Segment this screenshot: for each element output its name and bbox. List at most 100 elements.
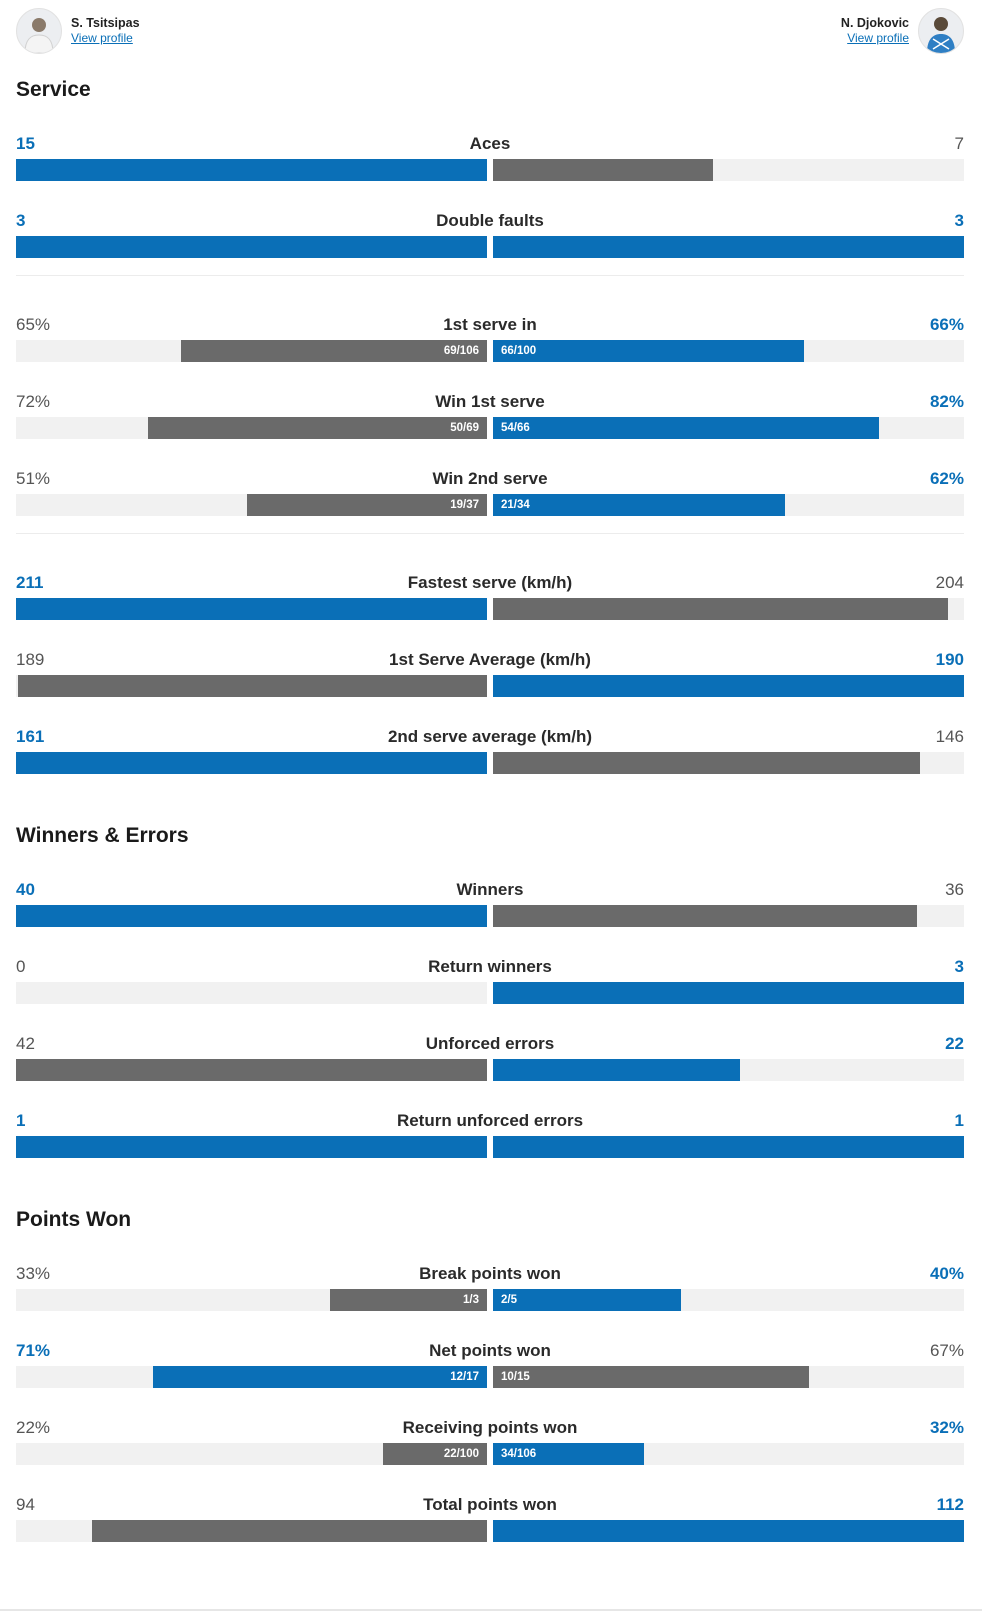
stat-left-ratio: 69/106 (443, 345, 479, 357)
stat-right-value: 40% (929, 1264, 964, 1283)
stat-bar-right-track (493, 675, 964, 697)
stat-bar-right-track (493, 159, 964, 181)
stat-label: 1st serve in (443, 315, 537, 334)
stat-bar-right-fill (493, 494, 785, 516)
stat-left-value: 94 (16, 1495, 35, 1514)
player-left-name: S. Tsitsipas (71, 16, 140, 30)
stat-right-value: 146 (935, 727, 964, 746)
stat-right-value: 7 (954, 134, 964, 153)
stat-bar-right-fill (493, 340, 804, 362)
stat-bar-left-track (16, 752, 487, 774)
player-silhouette-icon (24, 18, 54, 53)
player-left-profile-link[interactable]: View profile (71, 31, 133, 45)
stat-left-value: 22% (16, 1418, 51, 1437)
stat-left-ratio: 22/100 (443, 1448, 479, 1460)
player-left-avatar (16, 8, 62, 54)
stat-row: 42 Unforced errors 22 (16, 1033, 964, 1089)
stat-bar-left-fill (16, 752, 487, 774)
stat-bar-left-track (16, 159, 487, 181)
stat-bar-right-track: 10/15 (493, 1366, 964, 1388)
player-right-profile-link[interactable]: View profile (847, 31, 909, 45)
stat-bar-right-fill (493, 417, 879, 439)
stat-row: 22% Receiving points won 32% 22/100 34/106 (16, 1417, 964, 1473)
stat-row: 211 Fastest serve (km/h) 204 (16, 572, 964, 628)
stat-bar-left-track: 69/106 (16, 340, 487, 362)
stat-right-ratio: 21/34 (501, 499, 530, 511)
stat-left-value: 42 (16, 1034, 35, 1053)
player-left: S. Tsitsipas View profile (16, 8, 140, 54)
page-bottom-border (0, 1609, 982, 1611)
stat-row: 0 Return winners 3 (16, 956, 964, 1012)
stat-right-value: 36 (945, 880, 964, 899)
stat-right-value: 204 (935, 573, 964, 592)
stat-row: 65% 1st serve in 66% 69/106 66/100 (16, 314, 964, 370)
stat-label: Fastest serve (km/h) (407, 573, 573, 592)
stat-label: Winners (456, 880, 524, 899)
stat-bar-right-fill (493, 1520, 964, 1542)
stat-bar-left-fill (153, 1366, 487, 1388)
stat-left-ratio: 50/69 (450, 422, 479, 434)
stat-left-ratio: 1/3 (463, 1294, 479, 1306)
stat-bar-right-fill (493, 982, 964, 1004)
stat-left-value: 3 (16, 211, 26, 230)
group-divider (16, 533, 964, 534)
stat-left-value: 211 (16, 573, 44, 592)
stat-bar-left-track (16, 675, 487, 697)
stat-label: Unforced errors (425, 1034, 555, 1053)
stat-label: 2nd serve average (km/h) (387, 727, 593, 746)
stat-bar-right-track: 21/34 (493, 494, 964, 516)
stat-bar-left-track (16, 982, 487, 1004)
stat-left-value: 15 (16, 134, 35, 153)
stat-right-ratio: 54/66 (501, 422, 530, 434)
stat-bar-left-fill (181, 340, 487, 362)
players-header: S. Tsitsipas View profile N. Djokovic Vi… (0, 0, 982, 60)
stat-right-ratio: 34/106 (501, 1448, 537, 1460)
stat-bar-right-track: 66/100 (493, 340, 964, 362)
stat-bar-right-fill (493, 1289, 681, 1311)
stat-bar-left-track: 19/37 (16, 494, 487, 516)
stat-right-value: 32% (929, 1418, 964, 1437)
stat-bar-left-track: 1/3 (16, 1289, 487, 1311)
stat-label: Return winners (428, 957, 552, 976)
stat-label: Aces (469, 134, 511, 153)
stat-left-value: 65% (16, 315, 51, 334)
stat-bar-right-fill (493, 752, 920, 774)
stat-label: Receiving points won (402, 1418, 578, 1437)
stat-label: Double faults (436, 211, 544, 230)
stat-bar-left-fill (92, 1520, 487, 1542)
stat-bar-right-fill (493, 1136, 964, 1158)
stat-bar-right-track (493, 236, 964, 258)
stat-left-value: 51% (16, 469, 51, 488)
stat-bar-left-fill (16, 236, 487, 258)
stat-right-value: 67% (929, 1341, 964, 1360)
stat-bar-left-fill (383, 1443, 487, 1465)
stat-label: 1st Serve Average (km/h) (389, 650, 591, 669)
section-title: Winners & Errors (16, 824, 189, 847)
stat-bar-right-track: 34/106 (493, 1443, 964, 1465)
stat-bar-left-fill (16, 159, 487, 181)
stat-left-ratio: 12/17 (450, 1371, 479, 1383)
stat-bar-left-track (16, 1136, 487, 1158)
stat-row: 71% Net points won 67% 12/17 10/15 (16, 1340, 964, 1396)
stat-bar-right-fill (493, 1443, 644, 1465)
stat-left-value: 0 (16, 957, 26, 976)
stat-left-value: 33% (16, 1264, 51, 1283)
section-title: Points Won (16, 1208, 132, 1231)
stat-right-value: 22 (945, 1034, 964, 1053)
stat-bar-left-track (16, 598, 487, 620)
stat-right-value: 3 (954, 211, 964, 230)
stat-bar-left-track (16, 905, 487, 927)
stat-bar-right-track (493, 982, 964, 1004)
stat-bar-right-fill (493, 1366, 809, 1388)
stat-right-value: 66% (929, 315, 964, 334)
stat-label: Win 2nd serve (432, 469, 548, 488)
stat-label: Return unforced errors (396, 1111, 584, 1130)
stat-bar-right-fill (493, 1059, 740, 1081)
player-silhouette-icon (927, 17, 955, 53)
stat-right-ratio: 66/100 (501, 345, 537, 357)
stat-bar-right-fill (493, 236, 964, 258)
stat-bar-right-fill (493, 598, 948, 620)
stat-row: 94 Total points won 112 (16, 1494, 964, 1550)
stat-row: 51% Win 2nd serve 62% 19/37 21/34 (16, 468, 964, 524)
stat-row: 72% Win 1st serve 82% 50/69 54/66 (16, 391, 964, 447)
